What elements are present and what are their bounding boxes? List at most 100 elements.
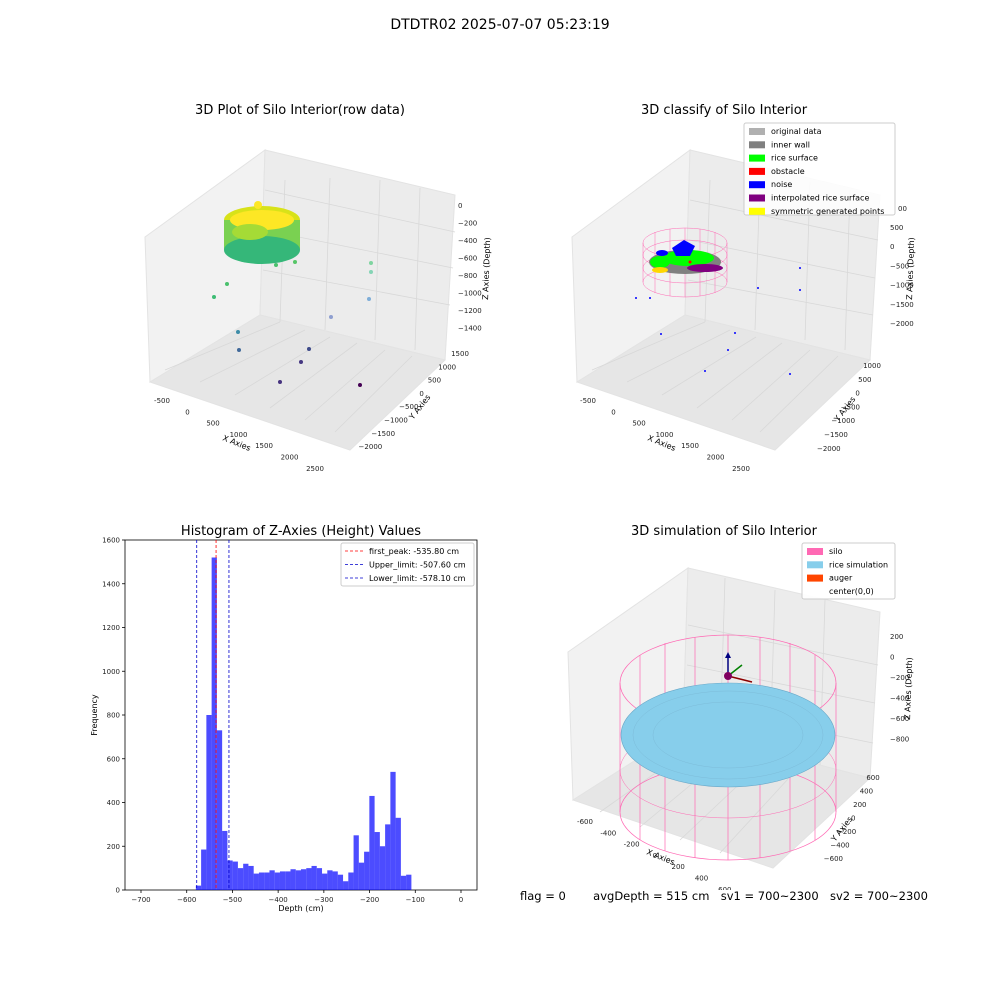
raw-y-tick: 1500 <box>451 350 469 358</box>
raw-y-tick: −1000 <box>384 417 408 425</box>
raw-z-tick: 0 <box>458 202 462 210</box>
histogram-xtick-label: −100 <box>406 896 425 904</box>
classify-z-tick: −500 <box>890 262 909 270</box>
simulation-legend-item-label: center(0,0) <box>829 587 874 596</box>
classify-points <box>649 240 723 274</box>
simulation-z-tick: −200 <box>890 674 909 682</box>
raw-z-tick: −200 <box>458 220 477 228</box>
histogram-bar <box>211 557 217 890</box>
histogram-bar <box>348 872 354 890</box>
flag-text: flag = 0 <box>520 889 566 903</box>
simulation-panel-title: 3D simulation of Silo Interior <box>631 524 817 539</box>
simulation-y-tick: 200 <box>853 801 866 809</box>
histogram-chart: −700 −600 −500 −400 −300 −200 −100 0 0 200 400 600… <box>90 537 478 913</box>
histogram-xtick-label: −600 <box>177 896 196 904</box>
classify-y-tick: 500 <box>858 376 871 384</box>
raw-z-tick: −800 <box>458 272 477 280</box>
classify-gridlines <box>591 177 879 433</box>
histogram-ytick-label: 1600 <box>102 537 120 545</box>
simulation-y-tick: −200 <box>837 828 856 836</box>
classify-zlabel: Z Axies (Depth) <box>905 237 916 300</box>
histogram-bar <box>322 873 328 890</box>
classify-x-tick: 500 <box>632 420 645 428</box>
simulation-y-tick: 400 <box>860 788 873 796</box>
histogram-bar <box>353 835 359 890</box>
simulation-legend-item-swatch <box>807 548 823 555</box>
simulation-yticks: 600 400 200 0 −200 −400 −600 <box>824 774 880 863</box>
histogram-reference-lines <box>196 540 230 890</box>
histogram-bar <box>337 874 344 890</box>
classify-legend-item-label: rice surface <box>771 154 818 163</box>
histogram-ytick-label: 1400 <box>102 580 120 588</box>
simulation-xticks: -600 -400 -200 0 200 400 600 <box>577 818 731 890</box>
classify-legend-item-swatch <box>749 181 765 189</box>
histogram-bar <box>390 771 396 890</box>
raw-y-tick: 1000 <box>438 363 456 371</box>
histogram-ylabel: Frequency <box>90 694 99 736</box>
histogram-ytick-label: 800 <box>107 712 120 720</box>
histogram-bar <box>327 870 333 890</box>
histogram-bar <box>279 871 286 890</box>
classify-x-tick: 0 <box>611 408 615 416</box>
raw-z-tick: −1000 <box>458 290 482 298</box>
raw-point-cloud <box>224 201 300 264</box>
simulation-x-tick: -600 <box>577 818 593 826</box>
simulation-legend-item-label: silo <box>829 547 843 556</box>
classify-x-tick: 2500 <box>732 465 750 473</box>
histogram-bar <box>285 871 291 890</box>
simulation-x-tick: 0 <box>653 852 657 860</box>
classify-x-tick: 1500 <box>681 442 699 450</box>
classify-legend-item-swatch <box>749 128 765 135</box>
raw-y-tick: −1500 <box>371 430 395 438</box>
classify-y-tick: −1000 <box>831 417 855 425</box>
raw-x-tick: 1000 <box>230 431 248 439</box>
histogram-bar <box>311 865 317 890</box>
histogram-legend-label: first_peak: -535.80 cm <box>369 547 459 556</box>
histogram-xlabel: Depth (cm) <box>278 904 323 913</box>
histogram-bar <box>332 871 338 890</box>
histogram-bar <box>295 870 301 890</box>
histogram-bar <box>258 872 265 890</box>
simulation-legend-item-swatch <box>807 574 823 582</box>
simulation-auger <box>724 652 753 683</box>
histogram-bar <box>379 846 386 890</box>
histogram-bar <box>206 715 212 890</box>
simulation-z-tick: 200 <box>890 633 903 641</box>
classify-legend-item-label: symmetric generated points <box>771 207 884 216</box>
raw-z-tick: −1200 <box>458 307 482 315</box>
simulation-y-tick: −600 <box>824 855 843 863</box>
raw-yticks: 1500 1000 500 0−500 −1000 −1500 −2000 <box>359 350 469 451</box>
simulation-x-tick: 400 <box>695 875 708 883</box>
classify-x-tick: 2000 <box>707 454 725 462</box>
classify-y-tick: −1500 <box>824 431 848 439</box>
histogram-bar <box>369 795 375 890</box>
figure-title: DTDTR02 2025-07-07 05:23:19 <box>390 17 610 33</box>
simulation-x-tick: -400 <box>600 829 616 837</box>
simulation-zticks: 200 0 −200 −400 −600 −800 <box>890 633 909 744</box>
histogram-xtick-label: 0 <box>459 896 463 904</box>
classify-x-tick: -500 <box>580 397 596 405</box>
classify-x-tick: 1000 <box>656 431 674 439</box>
histogram-bar <box>274 872 280 890</box>
histogram-bar <box>395 817 401 890</box>
histogram-ytick-label: 1200 <box>102 624 120 632</box>
classify-z-tick: −2000 <box>890 320 914 328</box>
classify-panel-title: 3D classify of Silo Interior <box>640 103 808 118</box>
classify-legend-item-label: inner wall <box>771 140 810 149</box>
histogram-bar <box>290 869 296 890</box>
histogram-bar <box>243 863 249 890</box>
raw-x-tick: -500 <box>154 397 170 405</box>
histogram-bar <box>400 875 407 890</box>
histogram-title: Histogram of Z-Axies (Height) Values <box>180 524 422 539</box>
classify-legend-item-swatch <box>749 154 765 162</box>
histogram-xtick-label: −500 <box>223 896 242 904</box>
histogram-bar <box>406 874 412 890</box>
classify-xticks: -500 0 500 1000 1500 2000 2500 <box>580 397 750 473</box>
histogram-bar <box>364 851 370 890</box>
histogram-bar <box>232 861 238 890</box>
histogram-bar <box>195 885 202 890</box>
histogram-bar <box>316 868 323 890</box>
histogram-bar <box>358 862 365 890</box>
histogram-ytick-label: 200 <box>107 843 120 851</box>
histogram-xtick-label: −400 <box>269 896 288 904</box>
